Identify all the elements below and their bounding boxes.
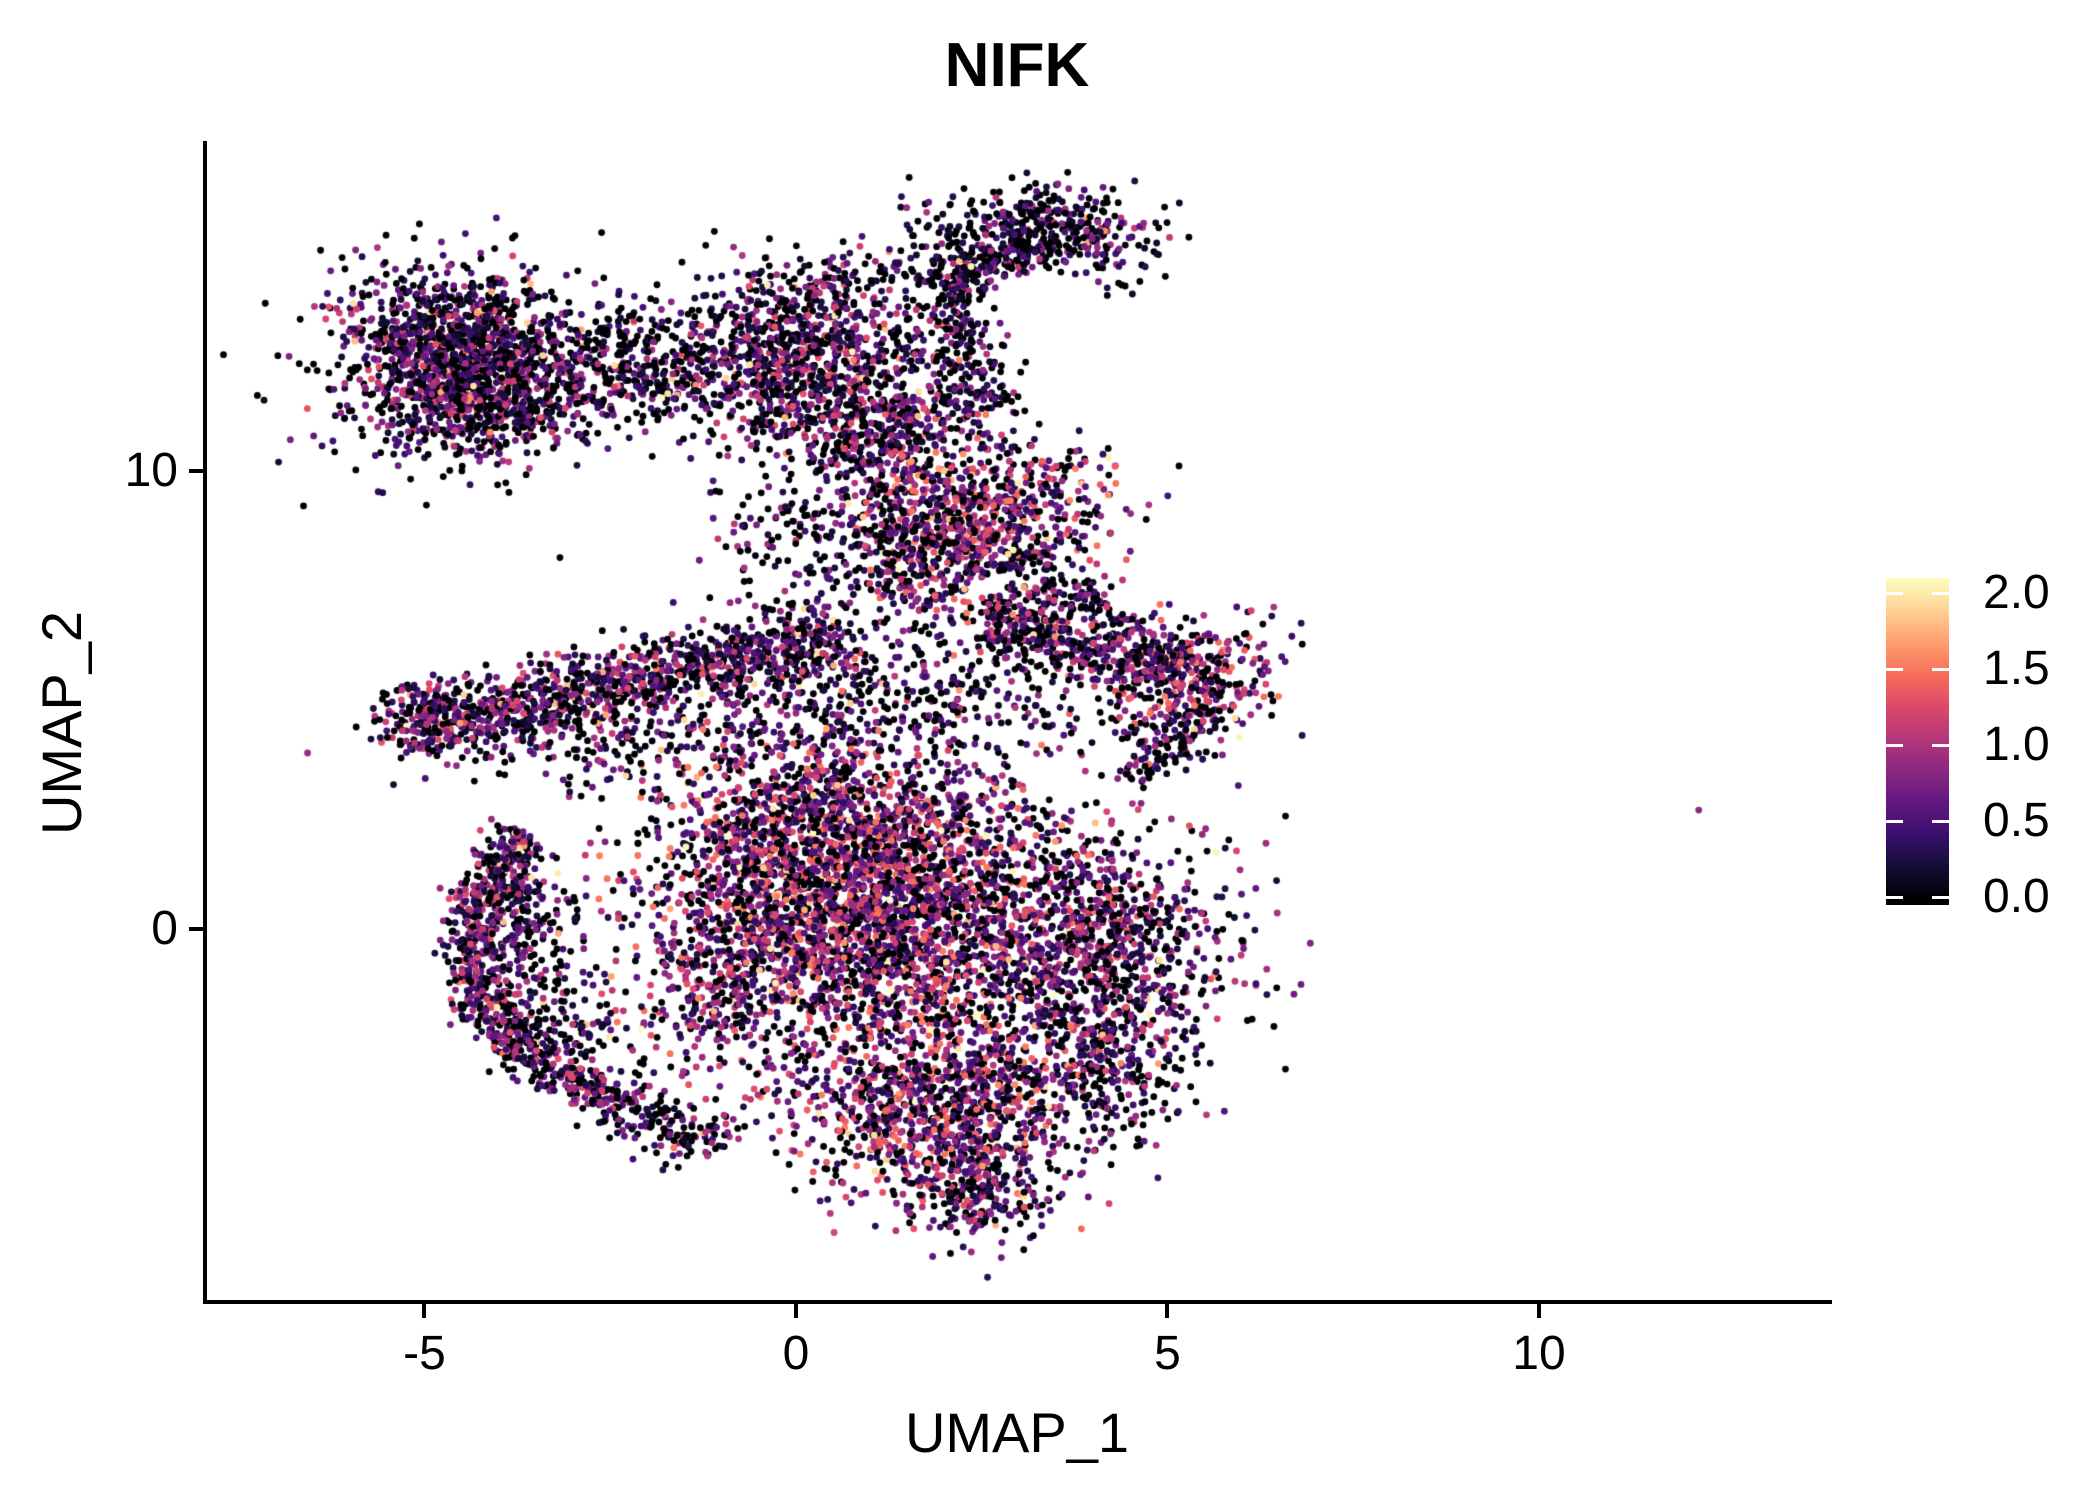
- x-tick-mark: [793, 1304, 798, 1318]
- colorbar-gradient: [1886, 578, 1949, 905]
- y-tick-label: 0: [151, 902, 178, 956]
- colorbar-tick-mark: [1886, 896, 1903, 899]
- colorbar-tick-mark: [1932, 744, 1949, 747]
- colorbar-tick-label: 0.5: [1983, 794, 2050, 847]
- colorbar-tick-label: 0.0: [1983, 870, 2050, 923]
- plot-title: NIFK: [944, 31, 1090, 100]
- colorbar-tick-label: 1.0: [1983, 718, 2050, 771]
- x-tick-label: -5: [403, 1327, 446, 1380]
- x-tick-mark: [1165, 1304, 1170, 1318]
- x-tick-mark: [1536, 1304, 1541, 1318]
- x-axis-title: UMAP_1: [904, 1401, 1130, 1464]
- colorbar-tick-mark: [1932, 668, 1949, 671]
- x-axis-line: [203, 1300, 1832, 1304]
- y-axis-line: [203, 141, 207, 1304]
- y-axis-title: UMAP_2: [30, 610, 93, 836]
- colorbar-tick-mark: [1932, 592, 1949, 595]
- y-tick-label: 10: [124, 443, 178, 497]
- x-tick-label: 5: [1154, 1327, 1181, 1380]
- colorbar-tick-mark: [1932, 820, 1949, 823]
- x-tick-label: 10: [1512, 1327, 1566, 1380]
- colorbar-tick-label: 1.5: [1983, 642, 2050, 695]
- colorbar-tick-mark: [1886, 744, 1903, 747]
- colorbar-tick-mark: [1932, 896, 1949, 899]
- colorbar-tick-mark: [1886, 592, 1903, 595]
- x-tick-mark: [422, 1304, 427, 1318]
- colorbar-tick-mark: [1886, 668, 1903, 671]
- colorbar-tick-mark: [1886, 820, 1903, 823]
- y-tick-mark: [189, 927, 203, 932]
- colorbar-tick-label: 2.0: [1983, 566, 2050, 619]
- x-tick-label: 0: [782, 1327, 810, 1380]
- y-tick-mark: [189, 468, 203, 473]
